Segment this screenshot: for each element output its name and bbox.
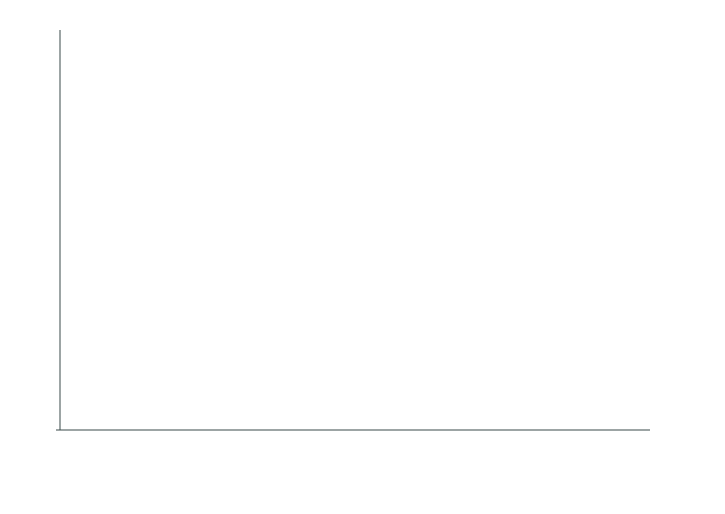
chart-svg <box>0 0 725 514</box>
epidemic-curve-chart <box>0 0 725 514</box>
